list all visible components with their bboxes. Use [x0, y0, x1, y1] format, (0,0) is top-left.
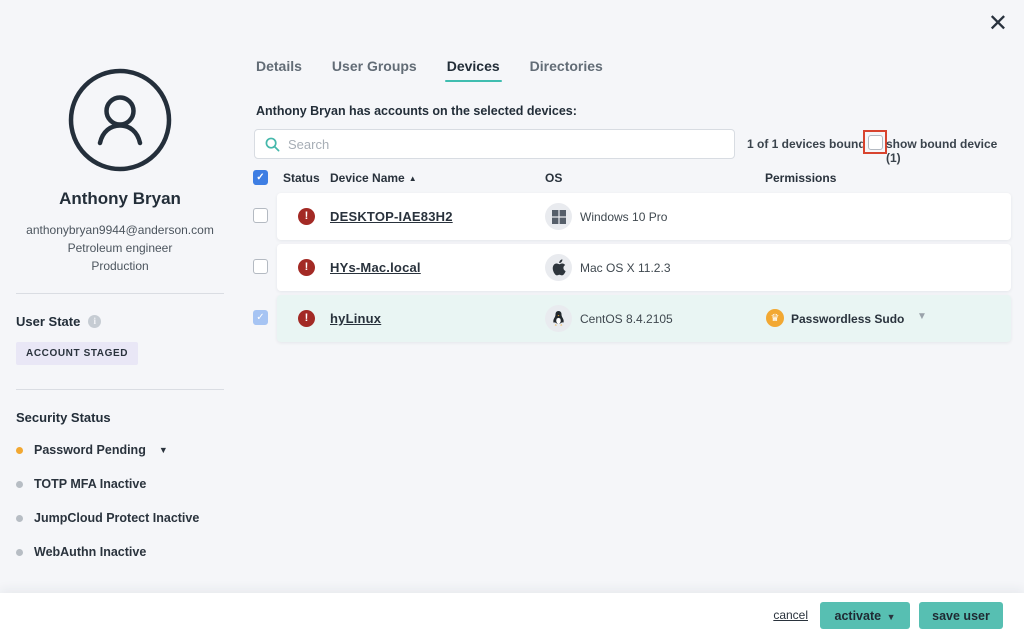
linux-icon	[553, 311, 564, 326]
row-checkbox[interactable]	[253, 259, 268, 274]
header-status[interactable]: Status	[283, 171, 320, 185]
security-status-item[interactable]: Password Pending ▼	[16, 443, 224, 457]
device-name-link[interactable]: HYs-Mac.local	[330, 260, 421, 275]
security-status-text: TOTP MFA Inactive	[34, 477, 147, 491]
devices-description: Anthony Bryan has accounts on the select…	[256, 104, 577, 118]
user-avatar-icon	[68, 68, 172, 172]
device-name-link[interactable]: DESKTOP-IAE83H2	[330, 209, 453, 224]
status-dot-icon	[16, 514, 23, 522]
os-icon-circle	[545, 203, 572, 230]
security-status-item: TOTP MFA Inactive	[16, 477, 224, 491]
tab-directories[interactable]: Directories	[529, 58, 603, 74]
security-status-text: JumpCloud Protect Inactive	[34, 511, 200, 525]
device-row: ! DESKTOP-IAE83H2 Windows 10 Pro	[277, 193, 1011, 240]
security-status-text: WebAuthn Inactive	[34, 545, 147, 559]
user-name: Anthony Bryan	[59, 189, 181, 208]
status-dot-icon	[16, 480, 23, 488]
device-search	[254, 129, 735, 159]
alert-status-icon[interactable]: !	[298, 208, 315, 225]
cancel-link[interactable]: cancel	[773, 608, 808, 622]
tab-details[interactable]: Details	[256, 58, 302, 74]
chevron-down-icon: ▼	[886, 611, 896, 622]
alert-status-icon[interactable]: !	[298, 259, 315, 276]
info-icon[interactable]: i	[88, 315, 102, 328]
user-job-title: Petroleum engineer	[67, 241, 173, 255]
close-icon[interactable]: ✕	[987, 10, 1008, 37]
show-bound-checkbox[interactable]	[867, 134, 883, 150]
security-status-item: WebAuthn Inactive	[16, 545, 224, 559]
permission-dropdown-icon[interactable]: ▼	[917, 311, 927, 322]
device-row: ! HYs-Mac.local Mac OS X 11.2.3	[277, 244, 1011, 291]
security-status-label: Security Status	[16, 410, 111, 425]
user-state-label: User State	[16, 314, 81, 329]
select-all-checkbox[interactable]: ✓	[253, 170, 268, 185]
os-version-text: CentOS 8.4.2105	[580, 312, 673, 326]
modal-footer: cancel activate ▼ save user	[0, 593, 1024, 638]
sidebar-divider	[16, 389, 224, 390]
header-os[interactable]: OS	[545, 171, 563, 185]
devices-panel: Details User Groups Devices Directories Ant…	[252, 0, 1012, 593]
sort-asc-icon: ▲	[408, 174, 417, 183]
user-state-section: User State i	[16, 314, 224, 329]
os-version-text: Windows 10 Pro	[580, 210, 668, 224]
security-status-item: JumpCloud Protect Inactive	[16, 511, 224, 525]
device-name-link[interactable]: hyLinux	[330, 311, 382, 326]
header-permissions[interactable]: Permissions	[765, 171, 837, 185]
tab-devices[interactable]: Devices	[444, 58, 502, 82]
row-checkbox[interactable]: ✓	[253, 310, 268, 325]
user-email: anthonybryan9944@anderson.com	[26, 223, 214, 237]
windows-icon	[551, 209, 566, 224]
alert-status-icon[interactable]: !	[298, 310, 315, 327]
annotation-highlight-box	[863, 130, 887, 154]
search-input[interactable]	[288, 136, 724, 152]
user-department: Production	[91, 259, 149, 273]
os-icon-circle	[545, 305, 572, 332]
os-version-text: Mac OS X 11.2.3	[580, 261, 671, 275]
user-meta: anthonybryan9944@anderson.com Petroleum …	[16, 221, 224, 275]
device-table-header: ✓ Status Device Name ▲ OS Permissions	[252, 170, 1012, 189]
permission-label: Passwordless Sudo	[791, 312, 905, 326]
sudo-crown-icon: ♛	[766, 309, 784, 327]
os-icon-circle	[545, 254, 572, 281]
avatar	[67, 67, 173, 173]
sidebar-divider	[16, 293, 224, 294]
header-device-name[interactable]: Device Name ▲	[330, 171, 417, 185]
chevron-down-icon: ▼	[158, 445, 168, 455]
tab-user-groups[interactable]: User Groups	[331, 58, 417, 74]
apple-icon	[552, 259, 566, 276]
user-sidebar: Anthony Bryan anthonybryan9944@anderson.…	[0, 0, 240, 593]
bound-summary: 1 of 1 devices bound	[747, 137, 866, 151]
status-dot-icon	[16, 548, 23, 556]
search-icon	[265, 137, 280, 151]
security-status-text: Password Pending	[34, 443, 146, 457]
row-checkbox[interactable]	[253, 208, 268, 223]
device-row: ! hyLinux CentOS 8.4.2105 ♛ Passwordless Sud…	[277, 295, 1011, 342]
tab-bar: Details User Groups Devices Directories	[256, 58, 603, 82]
account-staged-badge: ACCOUNT STAGED	[16, 342, 139, 365]
show-bound-label[interactable]: show bound device (1)	[886, 137, 998, 165]
status-dot-icon	[16, 446, 23, 454]
security-status-list: Password Pending ▼ TOTP MFA Inactive JumpCl…	[16, 443, 224, 559]
activate-button[interactable]: activate ▼	[820, 602, 910, 629]
save-user-button[interactable]: save user	[919, 602, 1003, 629]
